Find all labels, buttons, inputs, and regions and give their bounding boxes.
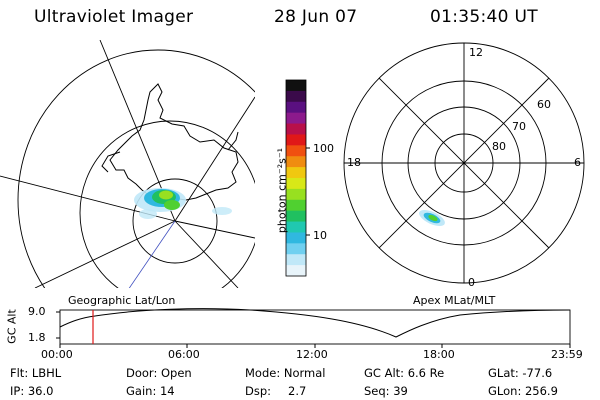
colorbar-band <box>286 178 306 190</box>
gain-info: Gain: 14 <box>126 384 175 398</box>
altitude-panel <box>56 308 571 348</box>
colorbar-band <box>286 90 306 103</box>
instrument-title: Ultraviolet Imager <box>34 7 194 27</box>
colorbar-band <box>286 199 306 212</box>
altitude-frame <box>59 309 571 345</box>
mlat-label-60: 60 <box>537 98 551 111</box>
colorbar-band <box>286 210 306 223</box>
mlt-label-12: 12 <box>469 46 483 59</box>
dsp-label: Dsp: <box>245 384 272 398</box>
mlt-meridian-diag <box>378 77 550 249</box>
mlt-label-18: 18 <box>347 156 361 169</box>
meridian-line <box>174 220 255 239</box>
ip-info: IP: 36.0 <box>10 384 54 398</box>
meridian-line <box>174 96 255 222</box>
coastline <box>227 131 239 151</box>
colorbar-band <box>286 188 306 201</box>
colorbar-band <box>286 112 306 125</box>
polar-plot <box>343 42 585 284</box>
glon-info: GLon: 256.9 <box>488 384 558 398</box>
seq-info: Seq: 39 <box>364 384 408 398</box>
colorbar-band <box>286 101 306 114</box>
xtick-label: 18:00 <box>423 348 455 361</box>
colorbar-tick-label: 10 <box>313 229 327 242</box>
colorbar-band <box>286 232 306 244</box>
colorbar-band <box>286 134 306 146</box>
colorbar-band <box>286 254 306 266</box>
altitude-ylabel: GC Alt <box>5 309 19 344</box>
xtick-label: 00:00 <box>41 348 73 361</box>
mlt-label-0: 0 <box>468 276 475 289</box>
gc-alt-info: GC Alt: 6.6 Re <box>364 366 445 380</box>
lat-circle-60 <box>17 49 255 288</box>
door-info: Door: Open <box>126 366 192 380</box>
meridian-line <box>34 220 176 288</box>
observation-time: 01:35:40 UT <box>430 7 538 27</box>
altitude-ytick-label: 1.8 <box>28 331 46 344</box>
glat-info: GLat: -77.6 <box>488 366 553 380</box>
mode-info: Mode: Normal <box>245 366 326 380</box>
colorbar-band <box>286 123 306 135</box>
colorbar-band <box>286 243 306 255</box>
mlat-label-80: 80 <box>492 140 506 153</box>
colorbar <box>285 79 310 277</box>
dsp-value: 2.7 <box>288 384 307 398</box>
mlt-label-6: 6 <box>574 156 581 169</box>
coastline <box>101 151 121 173</box>
xtick-label: 23:59 <box>551 348 583 361</box>
aurora-emission-mag <box>419 209 445 227</box>
apex-map-caption: Apex MLat/MLT <box>413 294 496 307</box>
geo-map-caption: Geographic Lat/Lon <box>68 294 176 307</box>
colorbar-band <box>286 167 306 179</box>
meridian-line <box>174 220 239 288</box>
colorbar-band <box>286 265 306 277</box>
geographic-map <box>0 40 255 288</box>
colorbar-band <box>286 221 306 233</box>
observation-date: 28 Jun 07 <box>274 7 358 27</box>
colorbar-label: photon cm⁻²s⁻¹ <box>275 147 289 234</box>
colorbar-band <box>286 145 306 157</box>
filter-info: Flt: LBHL <box>10 366 62 380</box>
xtick-label: 06:00 <box>168 348 200 361</box>
altitude-curve <box>59 308 571 338</box>
aurora-emission-geo <box>134 188 232 219</box>
colorbar-tick-label: 100 <box>313 142 334 155</box>
coastline <box>109 83 239 201</box>
xtick-label: 12:00 <box>296 348 328 361</box>
colorbar-band <box>286 80 306 92</box>
altitude-ytick-label: 9.0 <box>28 305 46 318</box>
colorbar-band <box>286 156 306 168</box>
mlat-label-70: 70 <box>512 120 526 133</box>
lat-circle-80 <box>132 178 218 264</box>
lat-circle-70 <box>79 120 255 288</box>
orbit-track <box>128 220 176 288</box>
